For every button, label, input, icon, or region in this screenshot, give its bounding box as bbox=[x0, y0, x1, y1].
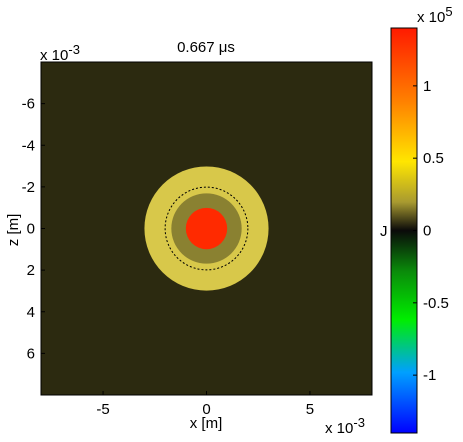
core-region bbox=[185, 207, 228, 250]
colorbar-tick-label: -0.5 bbox=[423, 295, 449, 312]
y-tick-label: 0 bbox=[27, 221, 35, 238]
y-tick-label: -6 bbox=[22, 96, 35, 113]
colorbar-tick-label: 1 bbox=[423, 78, 431, 95]
colorbar-tick-label: 0 bbox=[423, 223, 431, 240]
colorbar-tick-label: -1 bbox=[423, 367, 436, 384]
colorbar-ticks: 1 0.5 0 -0.5 -1 bbox=[413, 78, 449, 384]
colorbar bbox=[390, 27, 418, 434]
y-tick-label: 2 bbox=[27, 262, 35, 279]
y-axis-label: z [m] bbox=[5, 214, 22, 247]
y-tick-label: -2 bbox=[22, 179, 35, 196]
x-axis-label: x [m] bbox=[190, 415, 223, 432]
x-axis-multiplier: x 10-3 bbox=[325, 415, 365, 437]
x-tick-label: -5 bbox=[96, 401, 109, 418]
y-tick-label: 4 bbox=[27, 304, 35, 321]
dashed-contour bbox=[164, 186, 249, 271]
y-tick-label: 6 bbox=[27, 345, 35, 362]
chart-title: 0.667 μs bbox=[177, 39, 235, 56]
x-tick-label: 5 bbox=[306, 401, 314, 418]
colorbar-multiplier: x 105 bbox=[417, 4, 453, 26]
y-tick-label: -4 bbox=[22, 137, 35, 154]
heatmap bbox=[40, 61, 373, 396]
y-ticks: -6 -4 -2 0 2 4 6 bbox=[22, 96, 45, 362]
x-tick-label: 0 bbox=[202, 401, 210, 418]
x-ticks: -5 0 5 bbox=[96, 391, 314, 418]
y-axis-multiplier: x 10-3 bbox=[40, 42, 80, 64]
colorbar-tick-label: 0.5 bbox=[423, 150, 444, 167]
colorbar-label: J bbox=[380, 223, 388, 240]
